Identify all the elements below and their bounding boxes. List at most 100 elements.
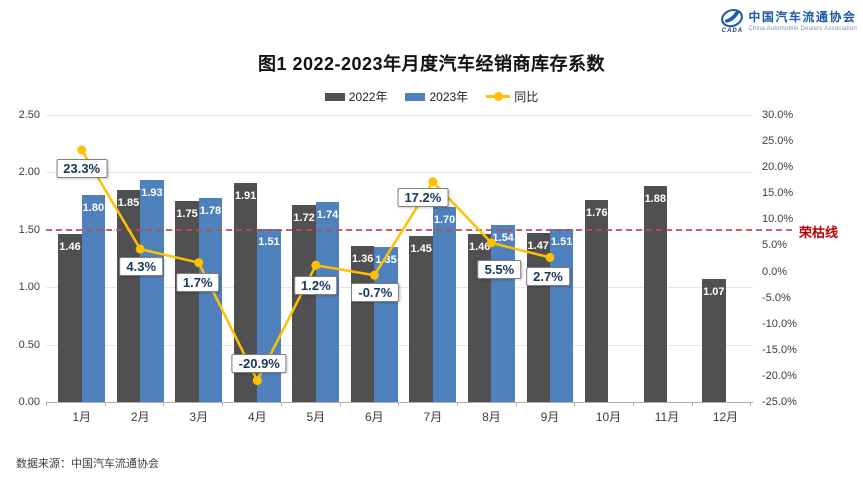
bar-value-label: 1.88 (644, 193, 666, 206)
bar-value-label: 1.78 (199, 204, 222, 217)
bar-2023 (549, 228, 574, 402)
logo: CADA 中国汽车流通协会 China Automobile Dealers A… (720, 8, 857, 34)
bar-2023 (432, 206, 457, 402)
bar-2023 (257, 228, 281, 402)
month-label: 11月 (654, 410, 680, 424)
bar-value-label: 1.80 (82, 202, 105, 215)
bar-2022 (526, 233, 550, 402)
y-axis-label: 1.50 (18, 223, 40, 236)
boom-bust-label: 荣枯线 (799, 224, 839, 240)
bar-2023 (491, 225, 515, 402)
bar-value-label: 1.35 (375, 254, 397, 267)
x-axis-tick (398, 402, 400, 406)
bar-value-label: 1.51 (258, 235, 280, 248)
month-label: 7月 (423, 410, 443, 424)
x-axis-tick (339, 402, 341, 406)
right-axis-label: 30.0% (762, 109, 794, 121)
bar-2023 (140, 180, 164, 402)
bar-value-label: 1.51 (550, 235, 573, 248)
yoy-callout: 23.3% (56, 158, 108, 178)
gridline (46, 402, 753, 403)
bar-2022 (702, 279, 726, 402)
bar-2022 (409, 235, 433, 402)
bar-value-label: 1.54 (492, 232, 514, 245)
logo-icon-wrap: CADA (720, 8, 744, 34)
month-label: 1月 (72, 410, 92, 424)
x-axis-tick (280, 402, 282, 406)
x-axis-tick (222, 402, 224, 406)
logo-abbr: CADA (721, 28, 744, 34)
right-axis-label: 25.0% (762, 135, 794, 148)
bar-value-label: 1.07 (703, 286, 725, 299)
yoy-callout: 2.7% (526, 267, 570, 287)
month-label: 3月 (189, 410, 209, 424)
chart-title: 图1 2022-2023年月度汽车经销商库存系数 (257, 54, 606, 74)
right-axis-label: 10.0% (762, 213, 794, 226)
legend-swatch-icon (324, 92, 345, 101)
yoy-callout: 5.5% (477, 259, 522, 279)
x-axis-tick (691, 402, 693, 406)
month-label: 2月 (130, 410, 150, 424)
bar-value-label: 1.74 (316, 209, 339, 222)
y-axis-label: 0.50 (18, 338, 40, 351)
y-axis-label: 0.00 (18, 396, 40, 408)
legend-label: 2022年 (348, 90, 388, 104)
legend-swatch-icon (405, 92, 426, 101)
bar-2022 (350, 245, 375, 402)
logo-text: 中国汽车流通协会 China Automobile Dealers Associ… (748, 8, 857, 32)
month-label: 6月 (365, 410, 384, 424)
bar-value-label: 1.70 (433, 213, 456, 226)
month-label: 8月 (482, 410, 501, 424)
y-axis-label: 2.00 (18, 166, 40, 179)
legend-item-1: 2023年 (405, 88, 468, 105)
x-axis-tick (750, 402, 752, 406)
bar-2022 (58, 234, 82, 402)
legend-line-marker-icon (486, 92, 511, 101)
x-axis-tick (633, 402, 634, 406)
yoy-callout: 17.2% (397, 187, 449, 207)
bar-2022 (643, 186, 667, 402)
bar-2023 (374, 247, 398, 402)
legend: 2022年 2023年 同比 (0, 88, 863, 105)
x-axis-tick (163, 402, 165, 406)
legend-item-0: 2022年 (324, 88, 388, 105)
gridline (46, 115, 753, 116)
bar-value-label: 1.46 (59, 241, 81, 254)
y-axis-label: 1.00 (18, 281, 40, 294)
bar-value-label: 1.76 (586, 206, 608, 219)
bar-value-label: 1.91 (234, 189, 257, 202)
x-axis-tick (574, 402, 576, 406)
yoy-callout: 1.7% (175, 272, 220, 292)
x-axis-tick (515, 402, 517, 406)
right-axis-label: 15.0% (762, 187, 794, 200)
x-axis-tick (46, 402, 47, 406)
bar-2022 (292, 204, 316, 402)
bar-2022 (116, 189, 141, 402)
yoy-point (77, 145, 87, 155)
right-axis-label: -20.0% (762, 369, 797, 382)
bar-2023 (81, 195, 106, 402)
yoy-callout: 1.2% (293, 276, 338, 296)
logo-org-name-en: China Automobile Dealers Association (748, 26, 857, 32)
logo-org-name: 中国汽车流通协会 (748, 10, 857, 24)
right-axis-label: 20.0% (762, 161, 794, 174)
data-source: 数据来源：中国汽车流通协会 (16, 458, 159, 470)
x-axis-tick (104, 402, 106, 406)
month-label: 9月 (540, 410, 560, 424)
month-label: 4月 (247, 410, 267, 424)
legend-item-2: 同比 (486, 88, 538, 105)
month-label: 12月 (712, 410, 739, 424)
legend-label: 2023年 (429, 90, 469, 104)
right-axis-label: 5.0% (762, 239, 788, 252)
x-axis-tick (456, 402, 458, 406)
y-axis-label: 2.50 (18, 109, 40, 121)
right-axis-label: -5.0% (762, 291, 791, 304)
legend-label: 同比 (514, 90, 539, 104)
month-label: 10月 (595, 410, 622, 424)
boom-bust-line (46, 228, 793, 231)
yoy-point (428, 177, 438, 187)
yoy-callout: 4.3% (119, 257, 164, 277)
right-axis-label: 0.0% (762, 265, 788, 278)
yoy-callout: -20.9% (231, 353, 287, 373)
